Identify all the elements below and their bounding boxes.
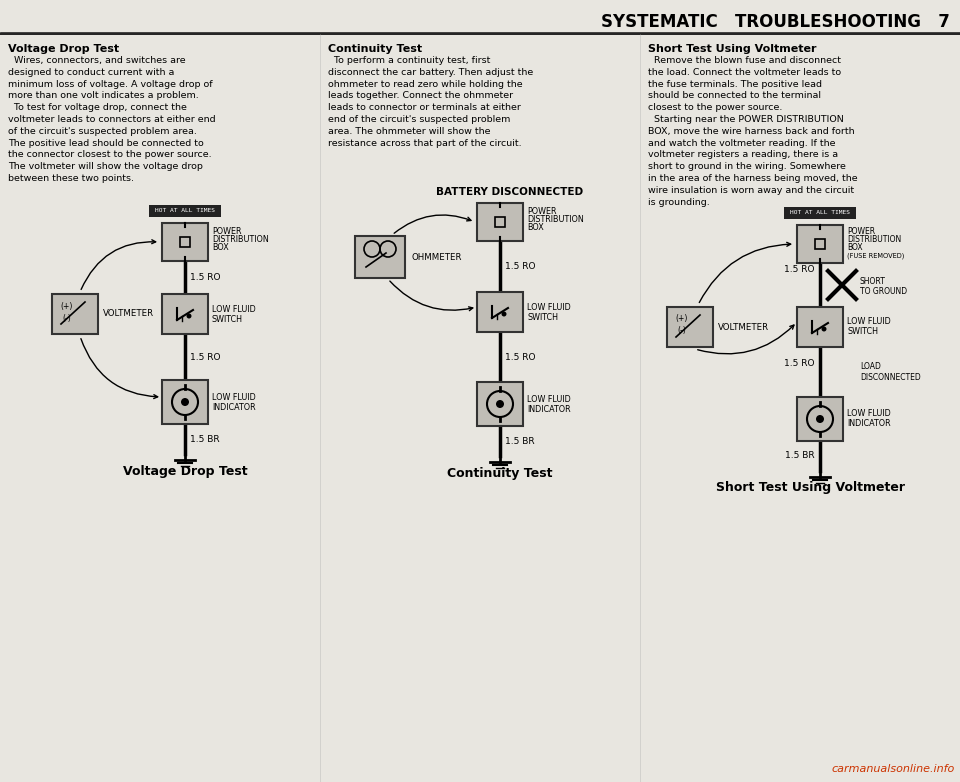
Text: Voltage Drop Test: Voltage Drop Test <box>8 44 119 54</box>
Text: (-): (-) <box>678 327 686 335</box>
Text: POWER: POWER <box>527 207 557 217</box>
FancyArrowPatch shape <box>81 240 156 289</box>
Text: INDICATOR: INDICATOR <box>847 419 891 429</box>
Text: (-): (-) <box>62 314 71 322</box>
Text: 1.5 BR: 1.5 BR <box>505 436 535 446</box>
Text: HOT AT ALL TIMES: HOT AT ALL TIMES <box>790 210 850 216</box>
Text: LOW FLUID: LOW FLUID <box>527 303 571 311</box>
Text: TO GROUND: TO GROUND <box>860 286 907 296</box>
Bar <box>52 294 98 334</box>
FancyArrowPatch shape <box>698 325 794 354</box>
Text: INDICATOR: INDICATOR <box>527 404 570 414</box>
Circle shape <box>496 400 504 408</box>
Text: Short Test Using Voltmeter: Short Test Using Voltmeter <box>648 44 817 54</box>
Text: VOLTMETER: VOLTMETER <box>718 322 769 332</box>
Bar <box>797 225 843 263</box>
Text: (+): (+) <box>676 314 688 324</box>
Text: carmanualsonline.info: carmanualsonline.info <box>831 764 955 774</box>
Text: 1.5 RO: 1.5 RO <box>784 360 815 368</box>
Text: POWER: POWER <box>212 228 242 236</box>
Text: LOW FLUID: LOW FLUID <box>212 304 255 314</box>
Bar <box>797 397 843 441</box>
Text: Remove the blown fuse and disconnect
the load. Connect the voltmeter leads to
th: Remove the blown fuse and disconnect the… <box>648 56 857 206</box>
Text: LOW FLUID: LOW FLUID <box>847 317 891 327</box>
Circle shape <box>816 415 824 423</box>
Text: 1.5 RO: 1.5 RO <box>784 266 815 274</box>
Text: LOW FLUID: LOW FLUID <box>847 410 891 418</box>
FancyArrowPatch shape <box>81 339 157 399</box>
Text: 1.5 RO: 1.5 RO <box>190 273 221 282</box>
Text: Wires, connectors, and switches are
designed to conduct current with a
minimum l: Wires, connectors, and switches are desi… <box>8 56 216 183</box>
Text: OHMMETER: OHMMETER <box>412 253 463 261</box>
Text: BOX: BOX <box>847 243 863 253</box>
Text: 1.5 BR: 1.5 BR <box>190 435 220 443</box>
Bar <box>355 236 405 278</box>
FancyArrowPatch shape <box>699 242 791 303</box>
Text: INDICATOR: INDICATOR <box>212 403 255 411</box>
Text: BOX: BOX <box>212 243 228 253</box>
Text: LOAD
DISCONNECTED: LOAD DISCONNECTED <box>860 362 921 382</box>
Text: LOW FLUID: LOW FLUID <box>527 394 571 404</box>
Text: Continuity Test: Continuity Test <box>447 468 553 480</box>
Text: SWITCH: SWITCH <box>847 328 878 336</box>
Bar <box>667 307 713 347</box>
Bar <box>797 307 843 347</box>
Text: SWITCH: SWITCH <box>527 313 558 321</box>
Text: To perform a continuity test, first
disconnect the car battery. Then adjust the
: To perform a continuity test, first disc… <box>328 56 533 148</box>
Text: DISTRIBUTION: DISTRIBUTION <box>527 216 584 224</box>
Circle shape <box>181 398 189 406</box>
Text: 1.5 RO: 1.5 RO <box>505 262 536 271</box>
Text: 1.5 BR: 1.5 BR <box>785 451 815 461</box>
FancyArrowPatch shape <box>390 281 472 310</box>
Bar <box>162 223 208 261</box>
Circle shape <box>822 327 827 332</box>
Bar <box>477 203 523 241</box>
Bar <box>784 207 856 219</box>
Circle shape <box>186 314 191 318</box>
Text: (+): (+) <box>60 302 73 310</box>
Text: DISTRIBUTION: DISTRIBUTION <box>212 235 269 245</box>
Text: Voltage Drop Test: Voltage Drop Test <box>123 465 248 479</box>
Text: SWITCH: SWITCH <box>212 314 243 324</box>
Text: 1.5 RO: 1.5 RO <box>190 353 221 361</box>
Text: LOW FLUID: LOW FLUID <box>212 393 255 401</box>
Text: 1.5 RO: 1.5 RO <box>505 353 536 361</box>
FancyArrowPatch shape <box>395 215 471 233</box>
Circle shape <box>501 311 507 317</box>
Text: POWER: POWER <box>847 228 876 236</box>
Bar <box>149 205 221 217</box>
Text: HOT AT ALL TIMES: HOT AT ALL TIMES <box>155 209 215 213</box>
Text: BOX: BOX <box>527 224 543 232</box>
Text: Short Test Using Voltmeter: Short Test Using Voltmeter <box>715 480 904 493</box>
Bar <box>477 292 523 332</box>
Text: DISTRIBUTION: DISTRIBUTION <box>847 235 901 245</box>
Text: (FUSE REMOVED): (FUSE REMOVED) <box>847 253 904 260</box>
Text: Continuity Test: Continuity Test <box>328 44 422 54</box>
Text: SYSTEMATIC   TROUBLESHOOTING   7: SYSTEMATIC TROUBLESHOOTING 7 <box>601 13 950 31</box>
Bar <box>162 380 208 424</box>
Bar <box>477 382 523 426</box>
Text: VOLTMETER: VOLTMETER <box>103 310 155 318</box>
Text: BATTERY DISCONNECTED: BATTERY DISCONNECTED <box>437 187 584 197</box>
Bar <box>162 294 208 334</box>
Text: SHORT: SHORT <box>860 277 886 285</box>
